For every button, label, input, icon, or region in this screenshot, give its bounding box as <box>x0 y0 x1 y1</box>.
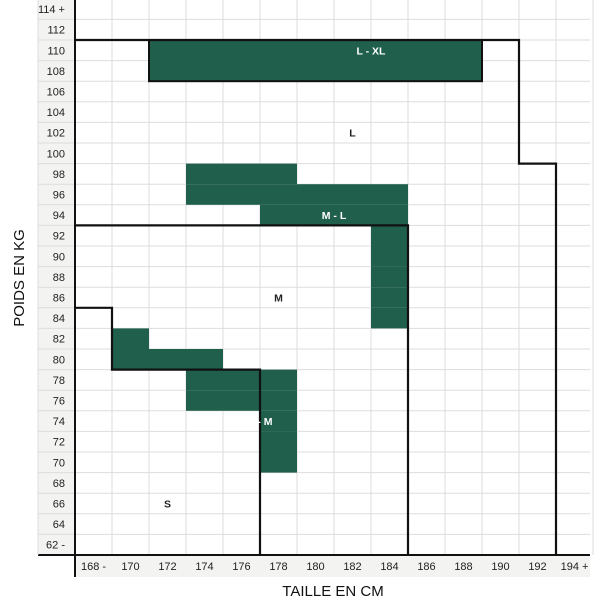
band-cell-m-l <box>260 163 297 185</box>
bands <box>112 39 483 473</box>
x-axis-strip <box>75 555 590 577</box>
y-tick-label: 112 <box>47 25 65 37</box>
x-tick-label: 188 <box>454 561 472 573</box>
y-tick-labels: 114 + 112 110 108 106 104 102 100 98 96 94 92 90 88 86… <box>38 4 65 552</box>
band-cell-s-m <box>223 390 260 411</box>
band-cell-s-m <box>112 349 149 370</box>
y-tick-label: 84 <box>53 313 65 325</box>
band-cell-m-l <box>371 287 408 308</box>
x-tick-label: 194 + <box>561 561 589 573</box>
band-cell-s-m <box>260 431 297 452</box>
x-tick-label: 182 <box>343 561 361 573</box>
x-tick-label: 184 <box>380 561 398 573</box>
y-tick-label: 92 <box>53 231 65 243</box>
y-tick-label: 108 <box>47 66 65 78</box>
band-cell-m-l <box>371 184 408 205</box>
x-tick-label: 178 <box>269 561 287 573</box>
x-tick-label: 168 - <box>81 561 106 573</box>
band-cell-s-m <box>260 452 297 473</box>
outline-l-xl <box>75 38 558 555</box>
x-tick-labels: 168 - 170 172 174 176 178 180 182 184 186 188 190 19… <box>81 561 588 573</box>
band-cell-s-m <box>186 390 223 411</box>
x-tick-label: 192 <box>528 561 546 573</box>
band-cell-m-l <box>260 204 297 226</box>
y-tick-label: 68 <box>53 478 65 490</box>
band-cell-s-m <box>186 369 223 391</box>
band-cell-m-l <box>223 184 260 205</box>
outline-s-m <box>75 306 262 555</box>
band-cell-m-l <box>297 204 334 226</box>
y-axis-strip <box>38 0 75 555</box>
zone-outlines <box>75 38 558 555</box>
y-tick-label: 90 <box>53 251 65 263</box>
zone-labels: SS - MMM - LLL - XLXLXL - 2XL2XL2XL - 3X… <box>164 45 387 511</box>
x-tick-label: 190 <box>491 561 509 573</box>
band-cell-s-m <box>112 328 149 349</box>
zone-label: M <box>274 293 283 305</box>
x-tick-label: 172 <box>158 561 176 573</box>
y-tick-label: 82 <box>53 334 65 346</box>
y-tick-label: 80 <box>53 354 65 366</box>
band-cell-s-m <box>260 369 297 391</box>
band-cell-s-m <box>260 390 297 411</box>
y-tick-label: 110 <box>47 45 65 57</box>
band-cell-m-l <box>334 184 371 205</box>
y-tick-label: 106 <box>47 87 65 99</box>
y-tick-label: 114 + <box>38 4 65 16</box>
y-tick-label: 100 <box>47 148 65 160</box>
y-tick-label: 74 <box>53 416 65 428</box>
y-tick-label: 98 <box>53 169 65 181</box>
x-axis-title: TAILLE EN CM <box>282 583 383 600</box>
band-cell-m-l <box>371 204 408 226</box>
band-cell-m-l <box>371 266 408 288</box>
band-cell-s-m <box>149 349 186 370</box>
x-tick-label: 170 <box>121 561 139 573</box>
x-tick-label: 180 <box>306 561 324 573</box>
y-tick-label: 66 <box>53 499 65 511</box>
band-cell-s-m <box>223 369 260 391</box>
band-cell-m-l <box>260 184 297 205</box>
band-cell-s-m <box>260 410 297 432</box>
outline-m-l <box>75 224 410 555</box>
band-cell-m-l <box>371 225 408 246</box>
band-l-xl <box>148 39 483 83</box>
y-tick-label: 64 <box>53 519 65 531</box>
y-tick-label: 104 <box>47 107 65 119</box>
y-axis-title: POIDS EN KG <box>11 229 28 327</box>
zone-label: L - XL <box>357 45 387 57</box>
y-tick-label: 78 <box>53 375 65 387</box>
y-tick-label: 102 <box>47 128 65 140</box>
band-cell-m-l <box>186 184 223 205</box>
zone-label: L <box>349 128 356 140</box>
zone-label: S <box>164 499 171 511</box>
y-tick-label: 94 <box>53 210 65 222</box>
zone-label: M - L <box>322 210 347 222</box>
band-cell-m-l <box>371 246 408 267</box>
x-tick-label: 176 <box>232 561 250 573</box>
x-tick-label: 174 <box>195 561 213 573</box>
y-tick-label: 62 - <box>46 540 65 552</box>
band-cell-m-l <box>186 163 223 185</box>
band-cell-s-m <box>186 349 223 370</box>
y-tick-label: 86 <box>53 293 65 305</box>
y-tick-label: 96 <box>53 190 65 202</box>
x-tick-label: 186 <box>417 561 435 573</box>
band-cell-m-l <box>223 163 260 185</box>
band-cell-m-l <box>371 307 408 329</box>
grid <box>38 0 594 556</box>
y-tick-label: 70 <box>53 457 65 469</box>
y-tick-label: 76 <box>53 396 65 408</box>
y-tick-label: 88 <box>53 272 65 284</box>
y-tick-label: 72 <box>53 437 65 449</box>
zone-label: S - M <box>247 416 272 428</box>
band-cell-m-l <box>297 184 334 205</box>
band-cell-m-l <box>334 204 371 226</box>
